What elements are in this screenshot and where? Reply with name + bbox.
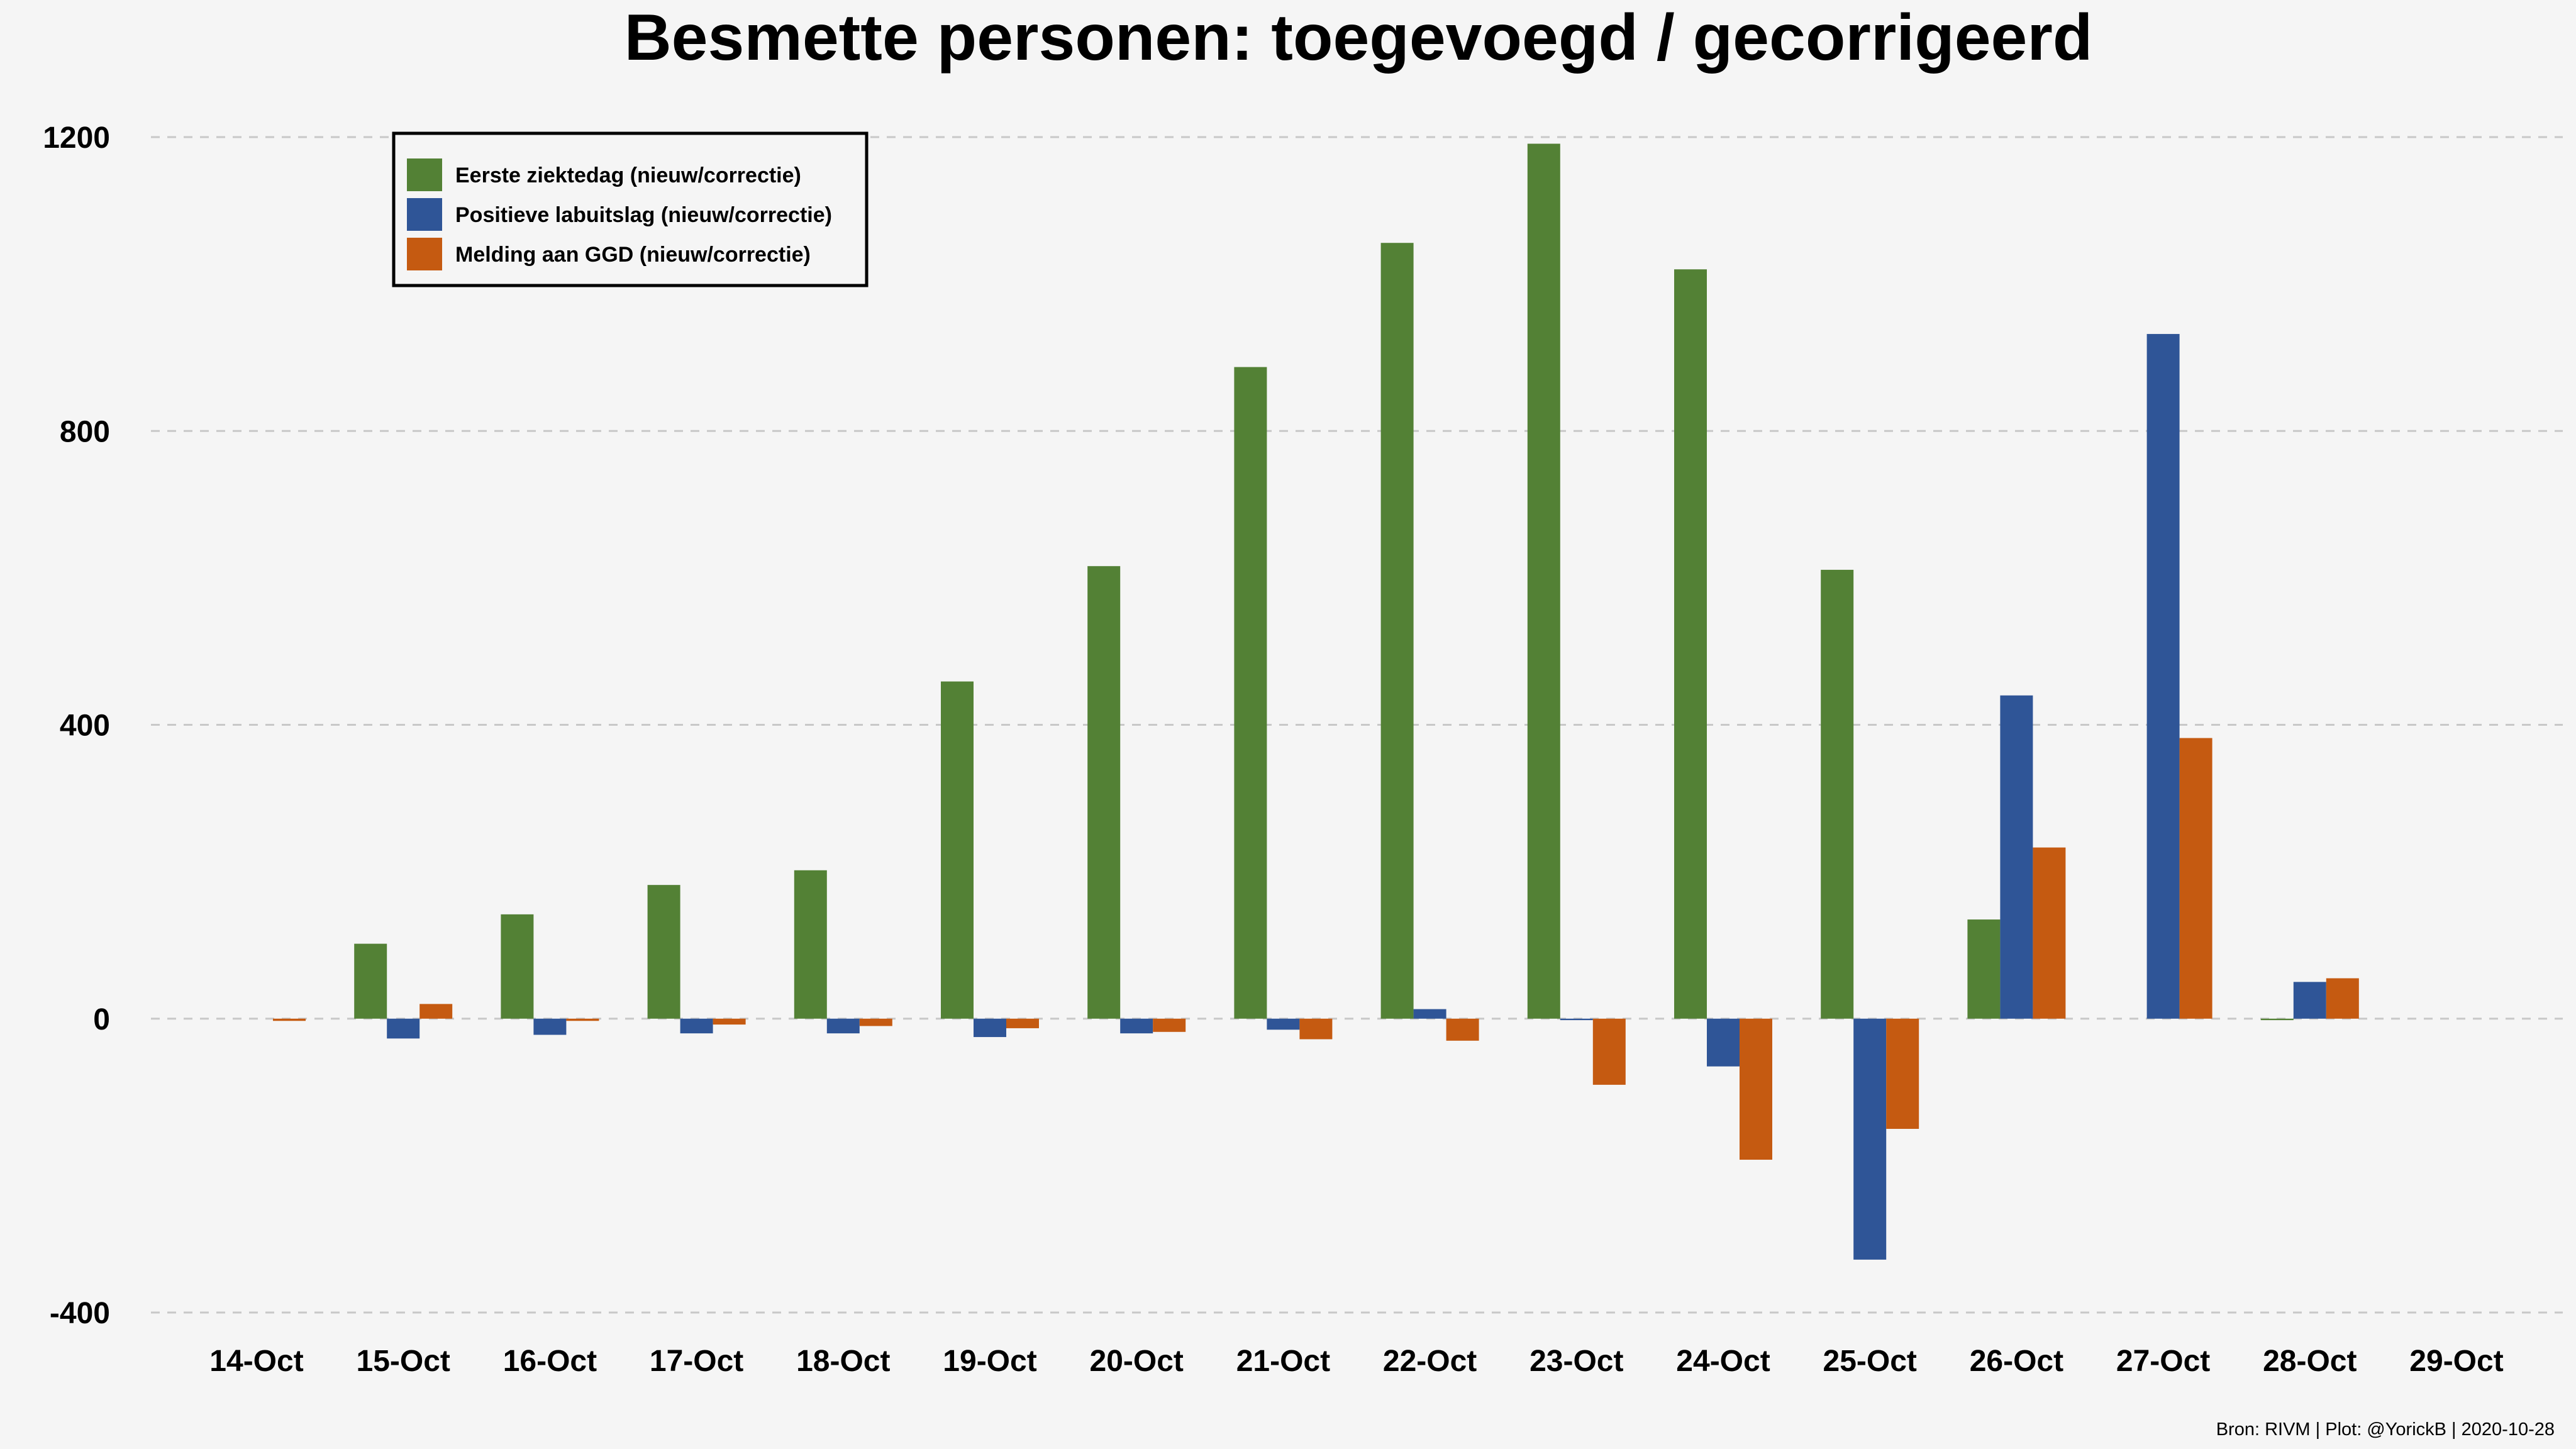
bar	[647, 885, 680, 1019]
y-axis-tick-labels: 1200 800 400 0 -400	[43, 121, 110, 1330]
x-tick-label: 19-Oct	[943, 1345, 1036, 1378]
bar	[1153, 1018, 1186, 1032]
y-tick-label: 1200	[43, 121, 110, 155]
bar	[1674, 269, 1707, 1019]
bar	[2326, 978, 2359, 1019]
bar	[2293, 982, 2326, 1019]
bar	[2260, 1018, 2294, 1021]
bar	[2179, 738, 2212, 1019]
bar	[859, 1018, 892, 1026]
legend-box	[392, 131, 869, 287]
bar	[1087, 566, 1121, 1019]
bar	[680, 1018, 713, 1034]
bar	[1120, 1018, 1153, 1034]
x-tick-label: 25-Oct	[1823, 1345, 1917, 1378]
y-tick-label: 800	[60, 415, 110, 448]
bar	[1413, 1009, 1446, 1019]
legend-items: Eerste ziektedag (nieuw/correctie) Positi…	[407, 158, 832, 270]
bar	[1446, 1018, 1479, 1041]
x-tick-label: 26-Oct	[1970, 1345, 2063, 1378]
legend-label: Positieve labuitslag (nieuw/correctie)	[455, 203, 832, 227]
bar	[1592, 1018, 1626, 1085]
bar	[354, 943, 387, 1019]
x-tick-label: 29-Oct	[2409, 1345, 2503, 1378]
x-tick-label: 14-Oct	[209, 1345, 303, 1378]
bar	[501, 914, 534, 1019]
bar	[1707, 1018, 1740, 1067]
legend: Eerste ziektedag (nieuw/correctie) Positi…	[392, 131, 869, 287]
legend-label: Melding aan GGD (nieuw/correctie)	[455, 243, 811, 267]
bar	[1821, 570, 1854, 1019]
bar	[566, 1018, 599, 1021]
legend-label: Eerste ziektedag (nieuw/correctie)	[455, 164, 801, 187]
bar	[2146, 334, 2180, 1019]
x-tick-label: 20-Oct	[1090, 1345, 1184, 1378]
bar	[1886, 1018, 1919, 1129]
bar	[941, 681, 974, 1019]
x-tick-label: 15-Oct	[357, 1345, 450, 1378]
bar	[1560, 1018, 1593, 1021]
y-tick-label: -400	[50, 1297, 110, 1330]
bar	[713, 1018, 746, 1025]
bar	[533, 1018, 567, 1035]
bar	[2000, 695, 2033, 1019]
bar	[1267, 1018, 1300, 1030]
x-tick-label: 16-Oct	[503, 1345, 597, 1378]
legend-swatch	[407, 198, 442, 231]
bars	[273, 143, 2359, 1260]
x-tick-label: 17-Oct	[650, 1345, 743, 1378]
x-tick-label: 21-Oct	[1236, 1345, 1330, 1378]
bar	[273, 1018, 306, 1021]
legend-swatch	[407, 158, 442, 191]
bar	[1853, 1018, 1887, 1260]
y-tick-label: 400	[60, 709, 110, 743]
bar	[1740, 1018, 1772, 1160]
bar	[1299, 1018, 1333, 1040]
bar	[794, 870, 827, 1019]
bar	[1380, 243, 1414, 1019]
x-axis-tick-labels: 14-Oct 15-Oct 16-Oct 17-Oct 18-Oct 19-Oct 20-O…	[209, 1345, 2503, 1378]
bar	[1006, 1018, 1039, 1028]
bar	[1527, 143, 1560, 1019]
bar	[1234, 367, 1267, 1019]
y-tick-label: 0	[93, 1003, 110, 1036]
x-tick-label: 24-Oct	[1676, 1345, 1770, 1378]
x-tick-label: 18-Oct	[796, 1345, 890, 1378]
chart-title: Besmette personen: toegevoegd / gecorrig…	[625, 1, 2093, 74]
bar	[1967, 919, 2001, 1019]
x-tick-label: 28-Oct	[2263, 1345, 2357, 1378]
source-caption: Bron: RIVM | Plot: @YorickB | 2020-10-28	[2216, 1419, 2555, 1440]
bar	[2033, 847, 2066, 1019]
bar	[826, 1018, 860, 1034]
x-tick-label: 23-Oct	[1530, 1345, 1623, 1378]
bar	[974, 1018, 1006, 1037]
legend-swatch	[407, 238, 442, 270]
x-tick-label: 22-Oct	[1383, 1345, 1477, 1378]
bar	[387, 1018, 420, 1039]
x-tick-label: 27-Oct	[2116, 1345, 2210, 1378]
bar	[419, 1004, 453, 1019]
